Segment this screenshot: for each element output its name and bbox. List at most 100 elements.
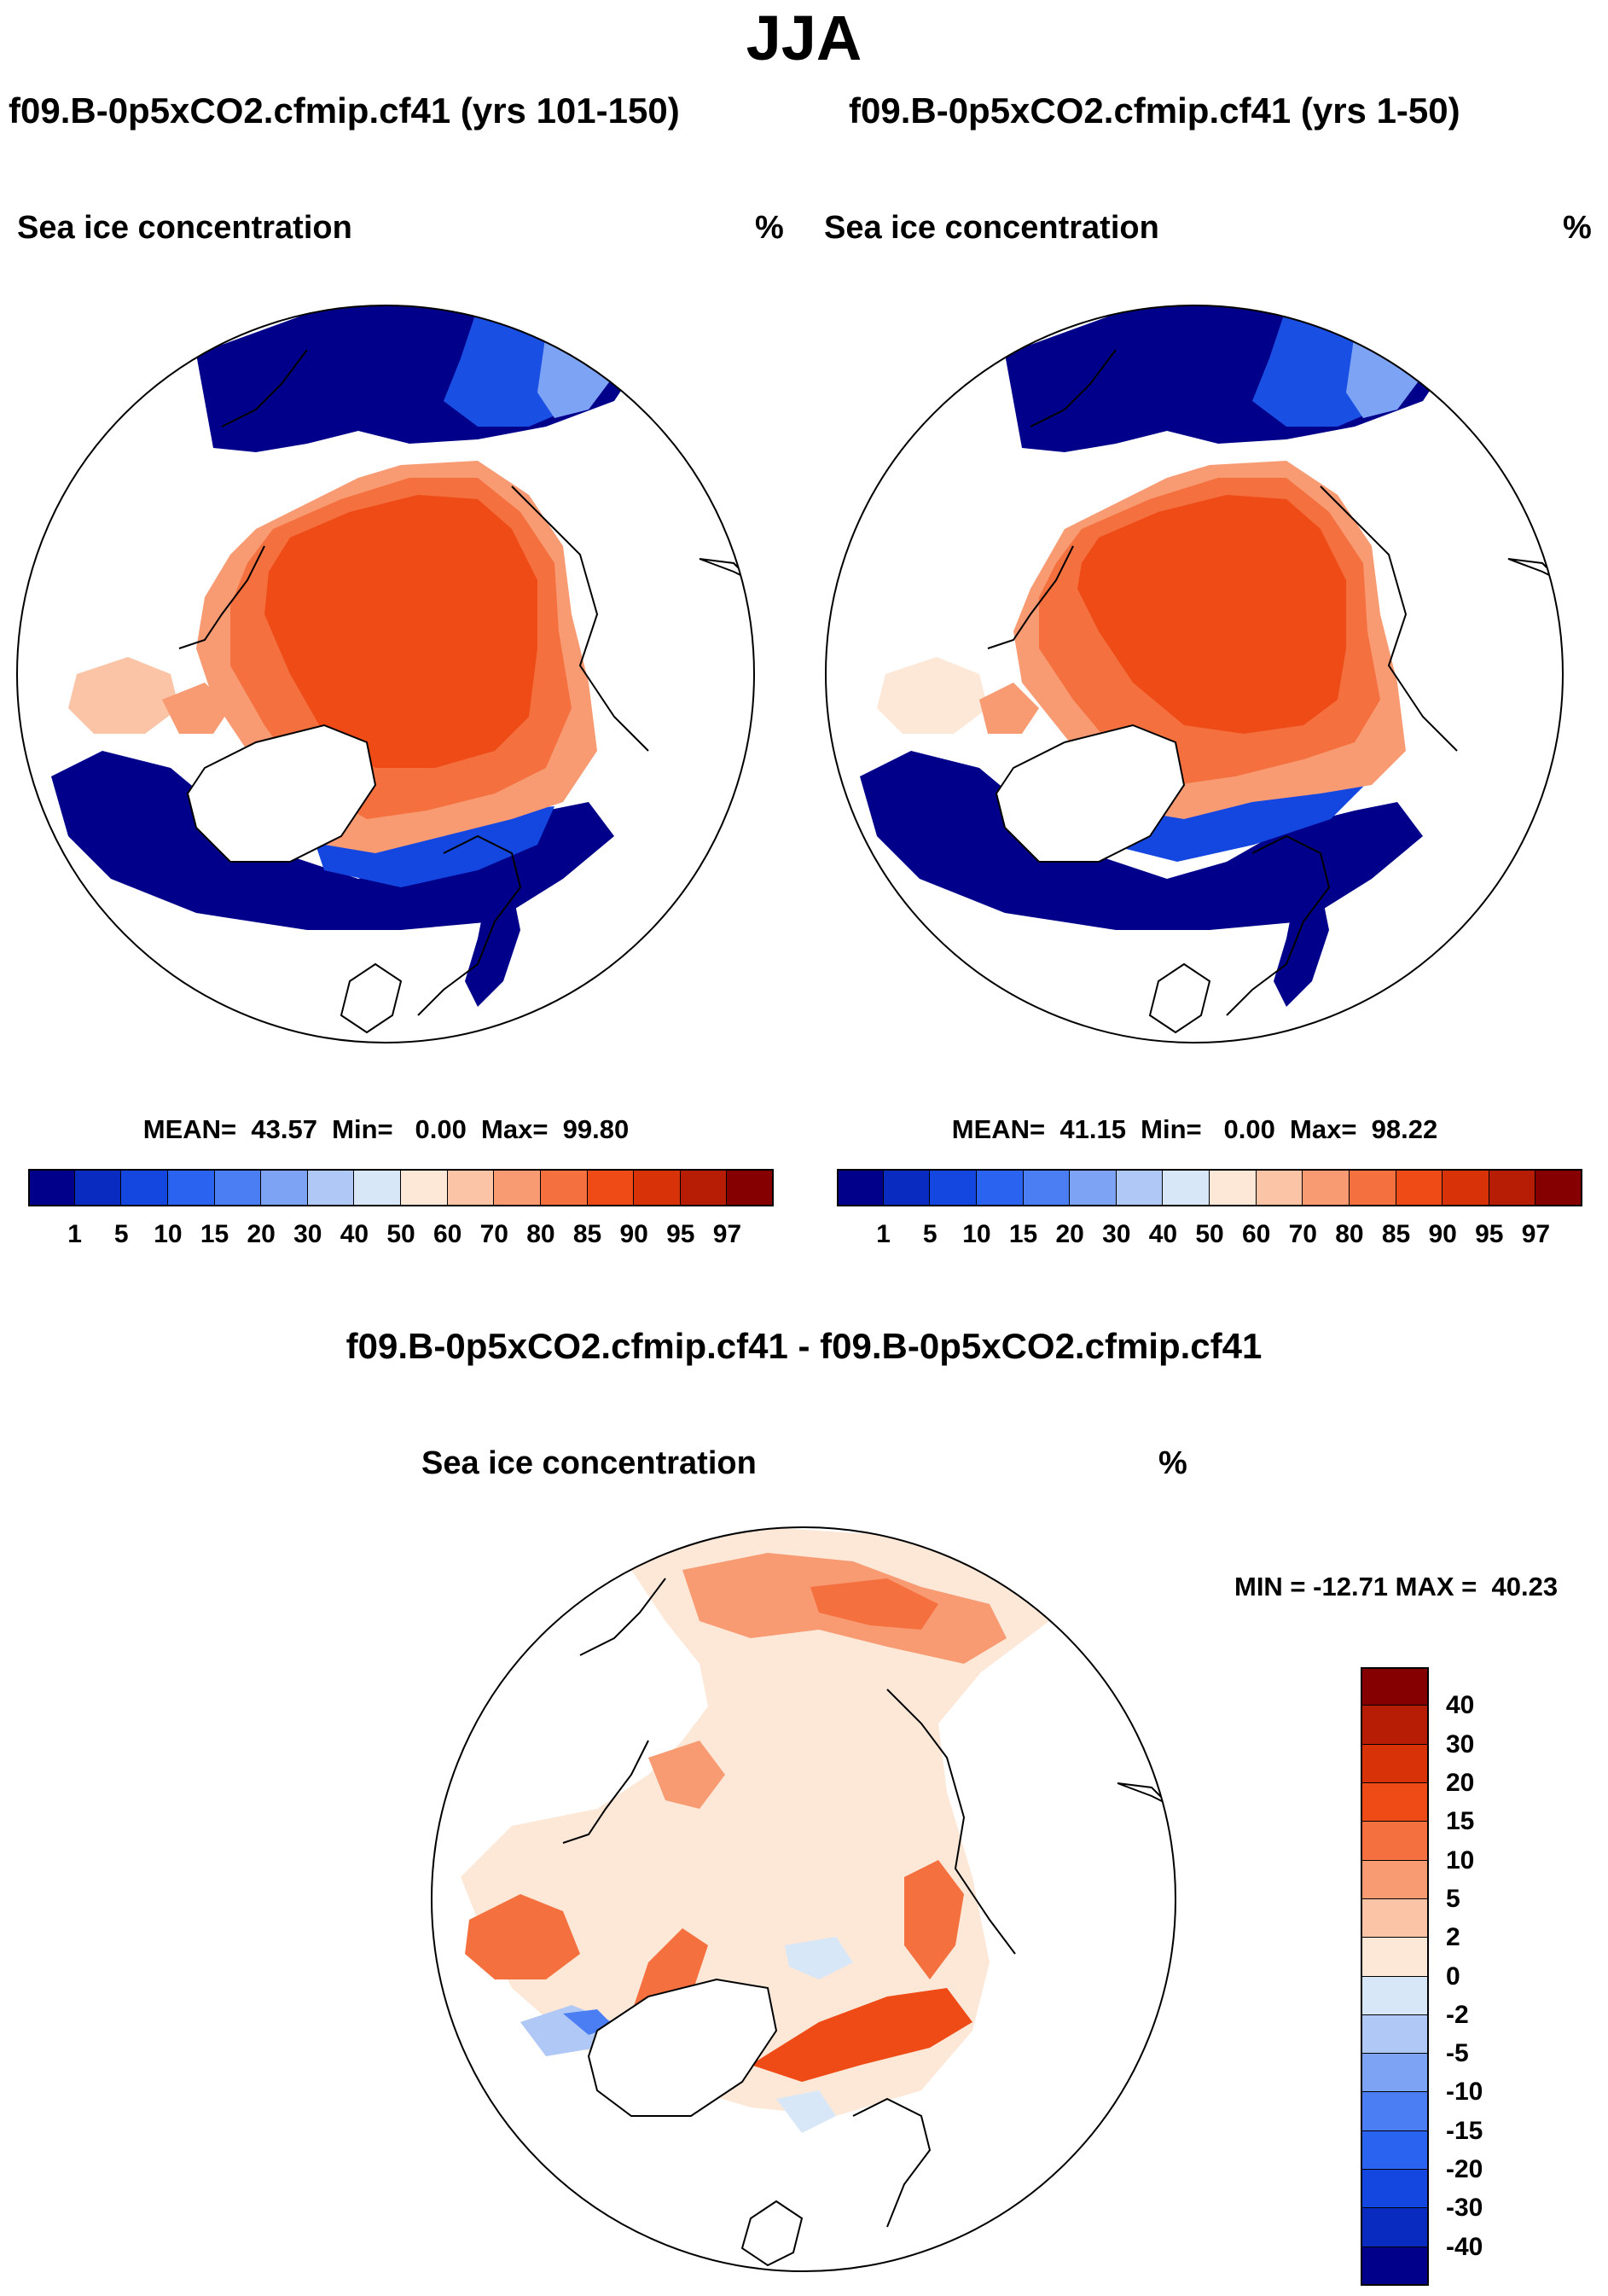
panel-right-units: % xyxy=(1563,210,1592,246)
panel-left-units: % xyxy=(755,210,784,246)
colorbar-left-swatch xyxy=(214,1169,262,1206)
colorbar-left-swatch xyxy=(74,1169,122,1206)
map-left-greenland xyxy=(186,724,377,863)
colorbar-left-swatch xyxy=(727,1169,774,1206)
colorbar-right-swatch xyxy=(1443,1169,1489,1206)
colorbar-diff-tick-label: -5 xyxy=(1446,2039,1469,2068)
colorbar-diff-swatch xyxy=(1361,1898,1429,1939)
colorbar-right-tick-label: 85 xyxy=(1381,1220,1411,1248)
panel-left-variable: Sea ice concentration xyxy=(17,210,352,246)
colorbar-diff-tick-label: -2 xyxy=(1446,2000,1469,2029)
colorbar-diff-swatch xyxy=(1361,2054,1429,2093)
colorbar-left-swatch xyxy=(261,1169,308,1206)
colorbar-diff-tick-label: 15 xyxy=(1446,1807,1475,1836)
colorbar-left-swatch xyxy=(307,1169,355,1206)
map-diff-greenland xyxy=(587,1978,778,2117)
colorbar-left-swatch xyxy=(121,1169,168,1206)
colorbar-diff-tick-label: 0 xyxy=(1446,1962,1460,1991)
colorbar-left-tick-label: 50 xyxy=(386,1220,415,1248)
colorbar-right-tick-label: 20 xyxy=(1055,1220,1084,1248)
colorbar-diff-swatch xyxy=(1361,1976,1429,2015)
colorbar-right-tick-label: 30 xyxy=(1102,1220,1131,1248)
colorbar-diff-swatch xyxy=(1361,1938,1429,1977)
map-right-greenland xyxy=(995,724,1186,863)
colorbar-diff-swatch xyxy=(1361,1860,1429,1899)
colorbar-left: 1 5 10 15 20 30 40 50 60 70 80 85 90 95 97 xyxy=(28,1169,774,1248)
colorbar-right-swatch xyxy=(1023,1169,1071,1206)
colorbar-left-tick-label: 40 xyxy=(340,1220,369,1248)
colorbar-right-tick-label: 1 xyxy=(876,1220,891,1248)
colorbar-left-tick-label: 30 xyxy=(293,1220,322,1248)
panel-right-stats: MEAN= 41.15 Min= 0.00 Max= 98.22 xyxy=(951,1114,1438,1144)
colorbar-left-swatch xyxy=(447,1169,495,1206)
colorbar-diff: 40 30 20 15 10 5 2 0 -2 -5 -10 -15 -20 -30 -40 xyxy=(1361,1667,1483,2286)
colorbar-left-tick-label: 20 xyxy=(247,1220,276,1248)
colorbar-right-swatch xyxy=(1303,1169,1350,1206)
colorbar-left-tick-label: 95 xyxy=(666,1220,695,1248)
colorbar-right-swatch xyxy=(1349,1169,1396,1206)
map-left-boundary xyxy=(16,305,755,1043)
panel-left-case-title: f09.B-0p5xCO2.cfmip.cf41 (yrs 101-150) xyxy=(9,90,680,131)
diff-units: % xyxy=(1158,1445,1187,1481)
colorbar-diff-swatch xyxy=(1361,1782,1429,1822)
colorbar-left-tick-label: 1 xyxy=(67,1220,82,1248)
colorbar-right-swatch xyxy=(1256,1169,1303,1206)
colorbar-diff-swatch xyxy=(1361,1667,1429,1706)
colorbar-left-tick-label: 15 xyxy=(200,1220,229,1248)
colorbar-diff-tick-label: -10 xyxy=(1446,2078,1483,2107)
colorbar-diff-swatch xyxy=(1361,2092,1429,2131)
colorbar-right-swatch xyxy=(1163,1169,1210,1206)
season-title: JJA xyxy=(746,3,862,73)
colorbar-right-tick-label: 97 xyxy=(1521,1220,1551,1248)
colorbar-left-swatch xyxy=(28,1169,75,1206)
colorbar-right-tick-label: 10 xyxy=(962,1220,991,1248)
colorbar-left-swatch xyxy=(587,1169,635,1206)
colorbar-left-swatch xyxy=(540,1169,588,1206)
colorbar-left-swatch xyxy=(494,1169,541,1206)
colorbar-diff-tick-label: 5 xyxy=(1446,1884,1460,1913)
colorbar-right-swatch xyxy=(1535,1169,1582,1206)
colorbar-left-tick-label: 90 xyxy=(619,1220,648,1248)
colorbar-diff-tick-label: 20 xyxy=(1446,1768,1475,1797)
colorbar-diff-swatch xyxy=(1361,2247,1429,2286)
colorbar-diff-tick-label: -15 xyxy=(1446,2116,1483,2145)
map-diff-boundary xyxy=(431,1526,1176,2272)
map-diff-panel xyxy=(431,1526,1176,2272)
colorbar-right-tick-label: 80 xyxy=(1335,1220,1364,1248)
colorbar-left-swatch xyxy=(354,1169,401,1206)
panel-left-stats: MEAN= 43.57 Min= 0.00 Max= 99.80 xyxy=(142,1114,630,1144)
colorbar-right-tick-label: 15 xyxy=(1008,1220,1038,1248)
colorbar-right-swatch xyxy=(1396,1169,1443,1206)
diff-variable: Sea ice concentration xyxy=(421,1445,757,1481)
colorbar-diff-swatch xyxy=(1361,1744,1429,1783)
colorbar-right-tick-label: 60 xyxy=(1241,1220,1271,1248)
colorbar-right-swatch xyxy=(837,1169,884,1206)
colorbar-right-swatch xyxy=(1070,1169,1117,1206)
colorbar-left-tick-label: 80 xyxy=(526,1220,555,1248)
colorbar-left-swatch xyxy=(167,1169,215,1206)
colorbar-left-tick-label: 70 xyxy=(479,1220,508,1248)
colorbar-diff-tick-label: -30 xyxy=(1446,2194,1483,2223)
diff-minmax: MIN = -12.71 MAX = 40.23 xyxy=(1234,1572,1559,1601)
map-left-panel xyxy=(16,305,755,1043)
colorbar-right-swatch xyxy=(1210,1169,1257,1206)
colorbar-diff-swatch xyxy=(1361,1822,1429,1861)
colorbar-right-swatch xyxy=(1116,1169,1164,1206)
colorbar-right-tick-label: 90 xyxy=(1428,1220,1457,1248)
colorbar-diff-swatch xyxy=(1361,2014,1429,2055)
colorbar-left-tick-label: 60 xyxy=(432,1220,462,1248)
map-right-panel xyxy=(825,305,1564,1043)
colorbar-left-swatch xyxy=(401,1169,448,1206)
colorbar-right-tick-label: 70 xyxy=(1288,1220,1317,1248)
colorbar-left-tick-label: 10 xyxy=(154,1220,183,1248)
colorbar-diff-swatch xyxy=(1361,2130,1429,2171)
colorbar-diff-swatch xyxy=(1361,2170,1429,2209)
colorbar-diff-swatch xyxy=(1361,1706,1429,1745)
colorbar-right-tick-label: 40 xyxy=(1148,1220,1178,1248)
colorbar-right-tick-label: 95 xyxy=(1475,1220,1504,1248)
colorbar-left-tick-label: 97 xyxy=(712,1220,742,1248)
colorbar-left-swatch xyxy=(634,1169,681,1206)
panel-right-case-title: f09.B-0p5xCO2.cfmip.cf41 (yrs 1-50) xyxy=(849,90,1460,131)
panel-right-variable: Sea ice concentration xyxy=(824,210,1159,246)
